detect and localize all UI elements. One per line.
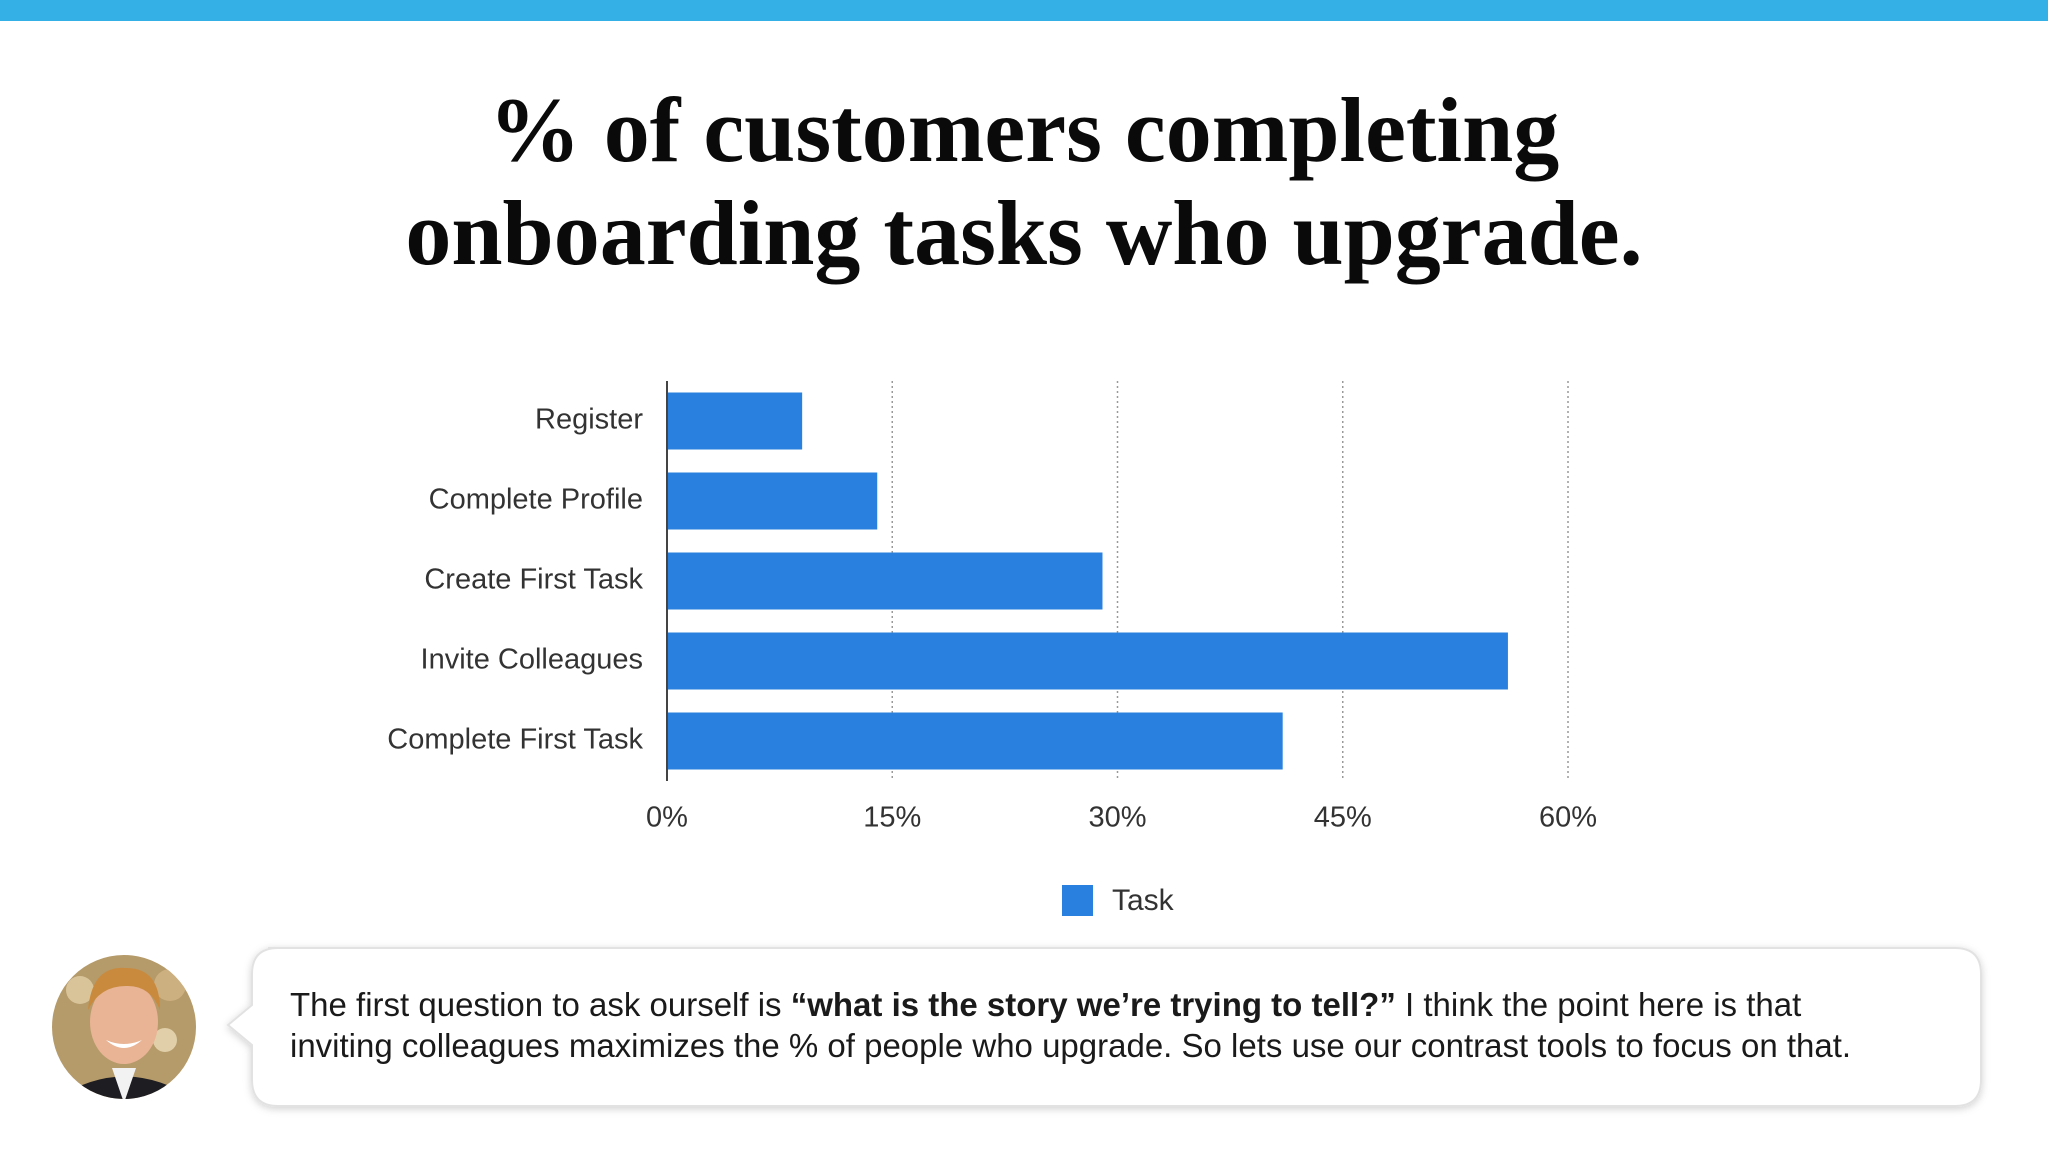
bar bbox=[667, 392, 803, 450]
legend-swatch bbox=[1062, 885, 1093, 916]
y-tick-label: Invite Colleagues bbox=[421, 644, 643, 676]
x-tick-label: 15% bbox=[863, 802, 921, 834]
caption-segment: inviting colleagues maximizes the % of p… bbox=[290, 1027, 1851, 1064]
caption-line: inviting colleagues maximizes the % of p… bbox=[290, 1027, 1851, 1064]
bar bbox=[667, 632, 1508, 690]
caption-segment: “what is the story we’re trying to tell?… bbox=[791, 986, 1396, 1023]
x-tick-label: 0% bbox=[646, 802, 688, 834]
legend-label: Task bbox=[1112, 884, 1175, 917]
avatar bbox=[52, 955, 196, 1099]
caption-segment: The first question to ask ourself is bbox=[290, 986, 791, 1023]
caption-segment: I think the point here is that bbox=[1396, 986, 1801, 1023]
bar bbox=[667, 552, 1103, 610]
bar bbox=[667, 712, 1283, 770]
caption-line: The first question to ask ourself is “wh… bbox=[290, 986, 1801, 1023]
y-tick-label: Complete Profile bbox=[429, 484, 643, 516]
speech-bubble bbox=[226, 947, 1982, 1107]
x-tick-label: 60% bbox=[1539, 802, 1597, 834]
y-tick-label: Complete First Task bbox=[387, 724, 643, 756]
y-tick-label: Register bbox=[535, 404, 643, 436]
x-tick-label: 30% bbox=[1088, 802, 1146, 834]
x-tick-label: 45% bbox=[1314, 802, 1372, 834]
title-line: % of customers completing bbox=[489, 79, 1560, 181]
speaker: The first question to ask ourself is “wh… bbox=[52, 947, 1982, 1107]
chart: 0% 15% 30% 45% 60% Register Complete Profile Cr… bbox=[387, 381, 1597, 917]
caption: The first question to ask ourself is “wh… bbox=[290, 986, 1851, 1064]
y-tick-label: Create First Task bbox=[424, 564, 643, 596]
title-line: onboarding tasks who upgrade. bbox=[405, 182, 1642, 284]
bar bbox=[667, 472, 878, 530]
top-bar bbox=[0, 0, 2048, 21]
